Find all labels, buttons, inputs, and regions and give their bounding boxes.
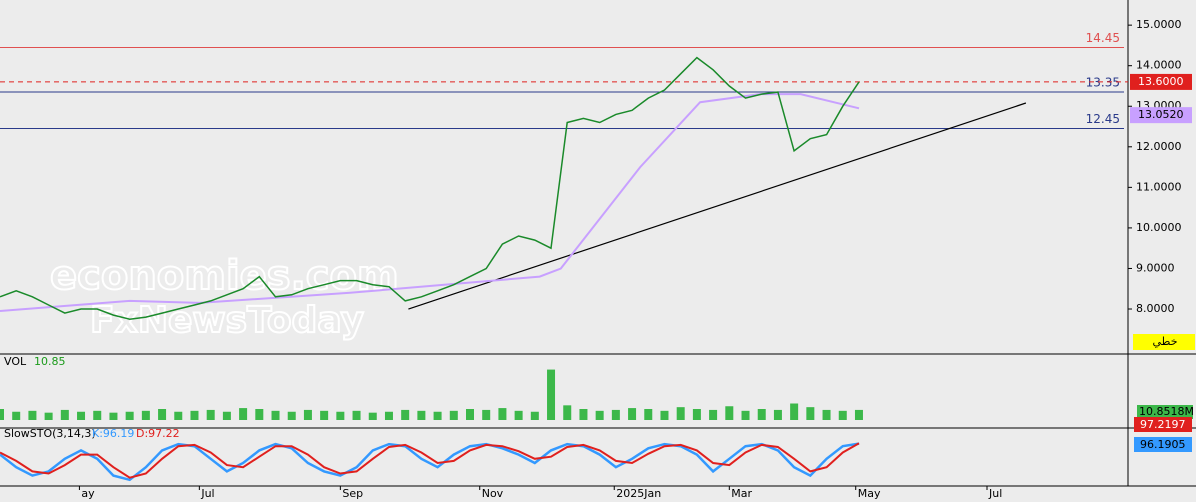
volume-bar (676, 407, 685, 420)
volume-bar (287, 411, 296, 420)
price-line (0, 56, 860, 320)
y-tick-label: 11.0000 (1136, 180, 1182, 193)
volume-bar (60, 409, 69, 420)
level-label: 12.45 (1086, 112, 1120, 126)
volume-current: 10.85 (34, 355, 66, 368)
volume-bar (28, 410, 37, 420)
volume-bar (854, 409, 863, 420)
x-tick-label: Jul (200, 487, 214, 500)
volume-bar (514, 410, 523, 420)
volume-bar (725, 406, 734, 420)
volume-bar (466, 409, 474, 420)
stoch-label: SlowSTO(3,14,3) (4, 427, 96, 440)
volume-bar (660, 410, 669, 420)
plot-bg (0, 0, 1128, 486)
volume-bar (498, 408, 507, 420)
volume-bar (368, 412, 377, 420)
price-tag-label: 96.1905 (1140, 438, 1186, 451)
volume-bar (773, 409, 782, 420)
volume-bar (93, 410, 102, 420)
price-tag-label: 97.2197 (1140, 418, 1186, 431)
volume-bar (320, 410, 329, 420)
watermark: FxNewsToday (90, 300, 364, 341)
price-tag-label: 13.6000 (1138, 75, 1184, 88)
level-label: 13.35 (1086, 76, 1120, 90)
price-tag (1130, 73, 1192, 90)
volume-bar (0, 409, 4, 420)
stoch-k (0, 442, 860, 482)
y-tick-label: 8.0000 (1136, 302, 1175, 315)
x-tick-label: May (858, 487, 881, 500)
volume-bar (255, 409, 264, 420)
volume-bar (206, 409, 215, 420)
volume-bar (806, 407, 815, 420)
x-tick-label: Nov (482, 487, 504, 500)
volume-label: VOL (4, 355, 27, 368)
price-tag-label: 10.8518M (1139, 405, 1194, 418)
volume-bar (563, 405, 572, 420)
style-button[interactable] (1133, 334, 1195, 350)
y-tick-label: 14.0000 (1136, 59, 1182, 72)
volume-bar (336, 411, 345, 420)
volume-bar (190, 410, 199, 420)
volume-bar (611, 409, 620, 420)
volume-bar (692, 409, 701, 420)
volume-bar (547, 369, 556, 420)
volume-bar (271, 410, 280, 420)
volume-bar (303, 409, 312, 420)
volume-bar (401, 409, 410, 420)
stoch-d-label: D:97.22 (136, 427, 180, 440)
volume-bar (579, 409, 588, 420)
trendline (408, 102, 1027, 310)
volume-bar (77, 411, 86, 420)
volume-bar (822, 409, 831, 420)
price-tag (1134, 417, 1192, 432)
volume-bar (44, 412, 53, 420)
y-tick-label: 12.0000 (1136, 140, 1182, 153)
price-tag (1130, 107, 1192, 124)
volume-bar (741, 410, 750, 420)
y-tick-label: 9.0000 (1136, 261, 1175, 274)
volume-bar (790, 403, 799, 420)
volume-bar (709, 409, 718, 420)
volume-bar (417, 410, 426, 420)
style-button-label[interactable]: خطي (1153, 335, 1178, 348)
volume-bar (125, 411, 134, 420)
price-tag (1134, 437, 1192, 452)
level-label: 14.45 (1086, 31, 1120, 45)
y-tick-label: 15.0000 (1136, 18, 1182, 31)
volume-bar (384, 411, 393, 420)
volume-bar (449, 410, 458, 420)
x-tick-label: Sep (342, 487, 363, 500)
volume-bar (433, 411, 442, 420)
volume-bar (838, 410, 847, 420)
volume-bar (174, 411, 183, 420)
price-tag-label: 13.0520 (1138, 108, 1184, 121)
volume-bar (482, 409, 491, 420)
volume-bar (530, 411, 539, 420)
volume-bar (595, 410, 604, 420)
volume-bar (757, 409, 766, 420)
x-tick-label: Jul (988, 487, 1002, 500)
watermark: economies.com (50, 253, 399, 299)
volume-bar (352, 410, 361, 420)
volume-bar (644, 409, 653, 420)
x-tick-label: ay (81, 487, 95, 500)
volume-bar (141, 410, 150, 420)
volume-bar (12, 411, 21, 420)
stoch-d (0, 442, 860, 479)
x-tick-label: 2025Jan (616, 487, 661, 500)
y-tick-label: 10.0000 (1136, 221, 1182, 234)
stoch-k-label: K:96.19 (92, 427, 134, 440)
volume-bar (628, 408, 637, 420)
moving-average (0, 93, 860, 312)
x-tick-label: Mar (731, 487, 752, 500)
volume-bar (158, 409, 167, 420)
volume-bar (222, 411, 231, 420)
volume-bar (109, 412, 118, 420)
volume-bar (239, 408, 248, 420)
price-tag (1137, 405, 1193, 419)
